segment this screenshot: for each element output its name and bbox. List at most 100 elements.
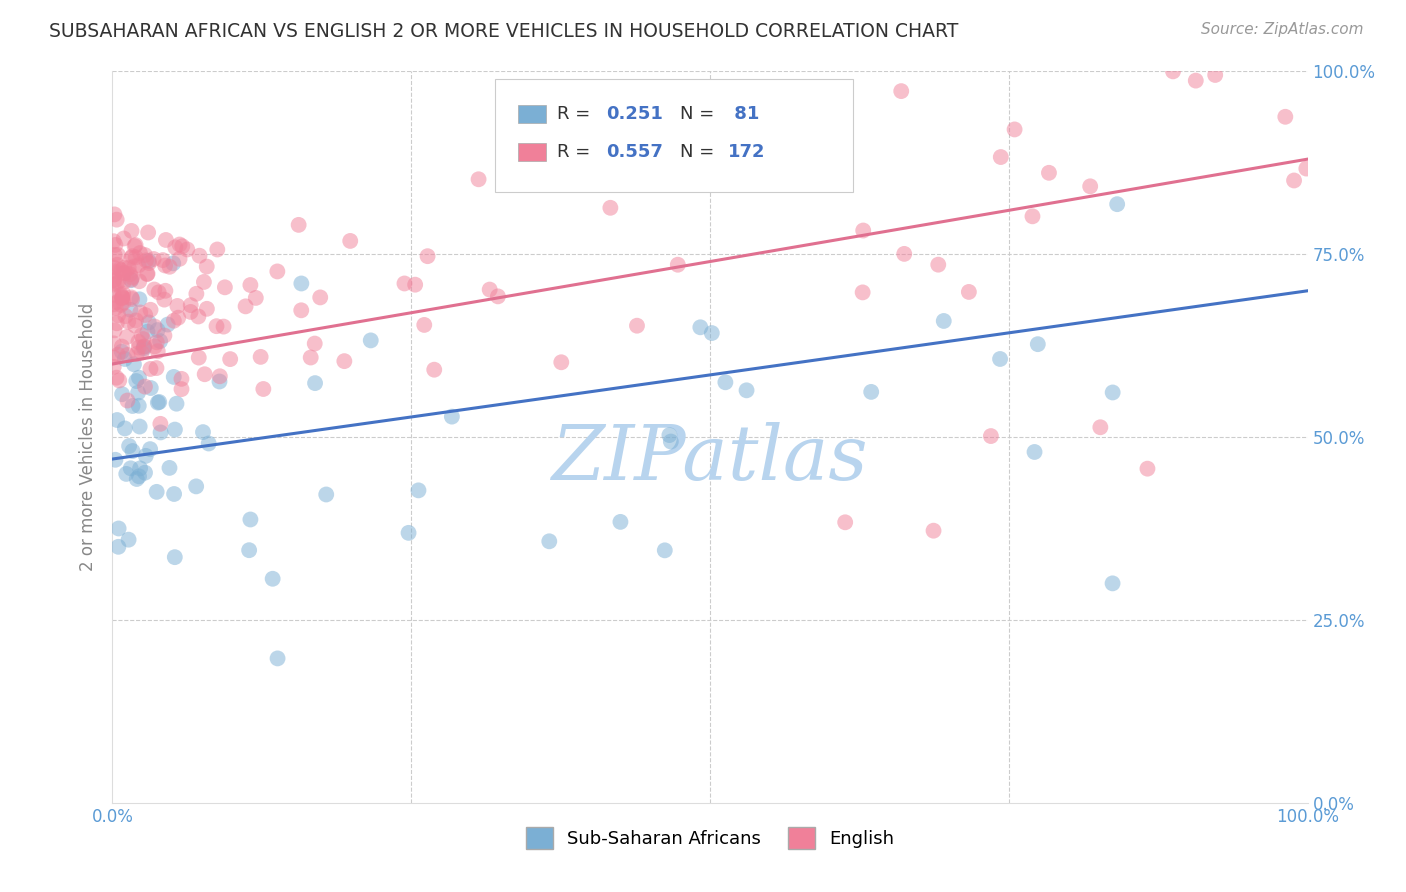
Point	[103, 351, 125, 365]
Point	[599, 201, 621, 215]
Point	[104, 452, 127, 467]
Point	[152, 253, 174, 268]
Point	[125, 313, 148, 327]
Point	[121, 270, 143, 285]
FancyBboxPatch shape	[495, 78, 853, 192]
Point	[138, 315, 160, 329]
Point	[163, 487, 186, 501]
Point	[187, 351, 209, 365]
Point	[103, 277, 125, 292]
Point	[110, 298, 132, 312]
Point	[127, 385, 149, 400]
Point	[988, 351, 1011, 366]
Point	[1038, 166, 1060, 180]
Point	[105, 258, 128, 272]
Point	[146, 344, 169, 359]
Point	[194, 368, 217, 382]
Text: ZIPatlas: ZIPatlas	[551, 422, 869, 496]
Point	[360, 334, 382, 348]
Point	[212, 319, 235, 334]
Point	[735, 384, 758, 398]
Point	[107, 308, 129, 322]
Point	[112, 275, 135, 289]
Point	[134, 308, 156, 322]
Text: N =: N =	[681, 143, 714, 161]
Point	[659, 434, 682, 449]
Point	[170, 372, 193, 386]
Point	[117, 393, 139, 408]
Point	[166, 397, 188, 411]
Point	[932, 314, 955, 328]
Point	[111, 290, 134, 304]
Point	[107, 540, 129, 554]
Point	[304, 376, 326, 390]
Point	[139, 302, 162, 317]
Point	[118, 439, 141, 453]
Point	[1004, 122, 1026, 136]
Point	[125, 250, 148, 264]
Point	[111, 344, 134, 359]
Point	[193, 275, 215, 289]
Point	[191, 425, 214, 439]
Text: 0.251: 0.251	[606, 104, 664, 123]
Point	[128, 293, 150, 307]
Point	[169, 237, 191, 252]
Point	[1161, 64, 1184, 78]
Point	[1021, 210, 1043, 224]
Point	[893, 247, 915, 261]
Point	[176, 243, 198, 257]
Point	[287, 218, 309, 232]
Text: Source: ZipAtlas.com: Source: ZipAtlas.com	[1201, 22, 1364, 37]
Point	[163, 550, 186, 565]
Point	[398, 525, 420, 540]
Point	[416, 249, 439, 263]
Point	[153, 259, 176, 273]
Point	[146, 323, 169, 337]
Point	[163, 423, 186, 437]
Point	[890, 84, 912, 98]
Point	[131, 328, 153, 343]
Point	[852, 285, 875, 300]
Point	[266, 651, 288, 665]
Point	[115, 330, 138, 344]
Point	[107, 248, 129, 262]
Point	[159, 461, 181, 475]
Point	[290, 303, 312, 318]
Point	[120, 273, 142, 287]
Point	[172, 239, 194, 253]
Point	[125, 347, 148, 361]
Point	[1078, 179, 1101, 194]
Point	[136, 325, 159, 339]
Point	[107, 521, 129, 535]
Point	[112, 286, 135, 301]
Point	[139, 442, 162, 457]
Point	[146, 395, 169, 409]
Point	[114, 421, 136, 435]
Point	[538, 534, 561, 549]
Point	[252, 382, 274, 396]
Point	[110, 263, 132, 277]
Point	[128, 399, 150, 413]
Point	[1274, 110, 1296, 124]
Point	[103, 273, 125, 287]
Point	[129, 461, 152, 475]
Point	[117, 315, 139, 329]
Point	[134, 466, 156, 480]
Point	[214, 280, 236, 294]
Point	[118, 267, 141, 281]
Point	[486, 289, 509, 303]
Point	[139, 381, 162, 395]
Point	[124, 238, 146, 252]
Point	[167, 310, 190, 325]
Point	[1136, 461, 1159, 475]
Point	[153, 328, 176, 343]
Point	[1101, 576, 1123, 591]
Point	[404, 277, 426, 292]
Text: SUBSAHARAN AFRICAN VS ENGLISH 2 OR MORE VEHICLES IN HOUSEHOLD CORRELATION CHART: SUBSAHARAN AFRICAN VS ENGLISH 2 OR MORE …	[49, 22, 959, 41]
Point	[1295, 161, 1317, 176]
Legend: Sub-Saharan Africans, English: Sub-Saharan Africans, English	[519, 820, 901, 856]
Point	[478, 283, 501, 297]
Point	[136, 226, 159, 240]
Point	[112, 266, 135, 280]
Point	[219, 352, 242, 367]
